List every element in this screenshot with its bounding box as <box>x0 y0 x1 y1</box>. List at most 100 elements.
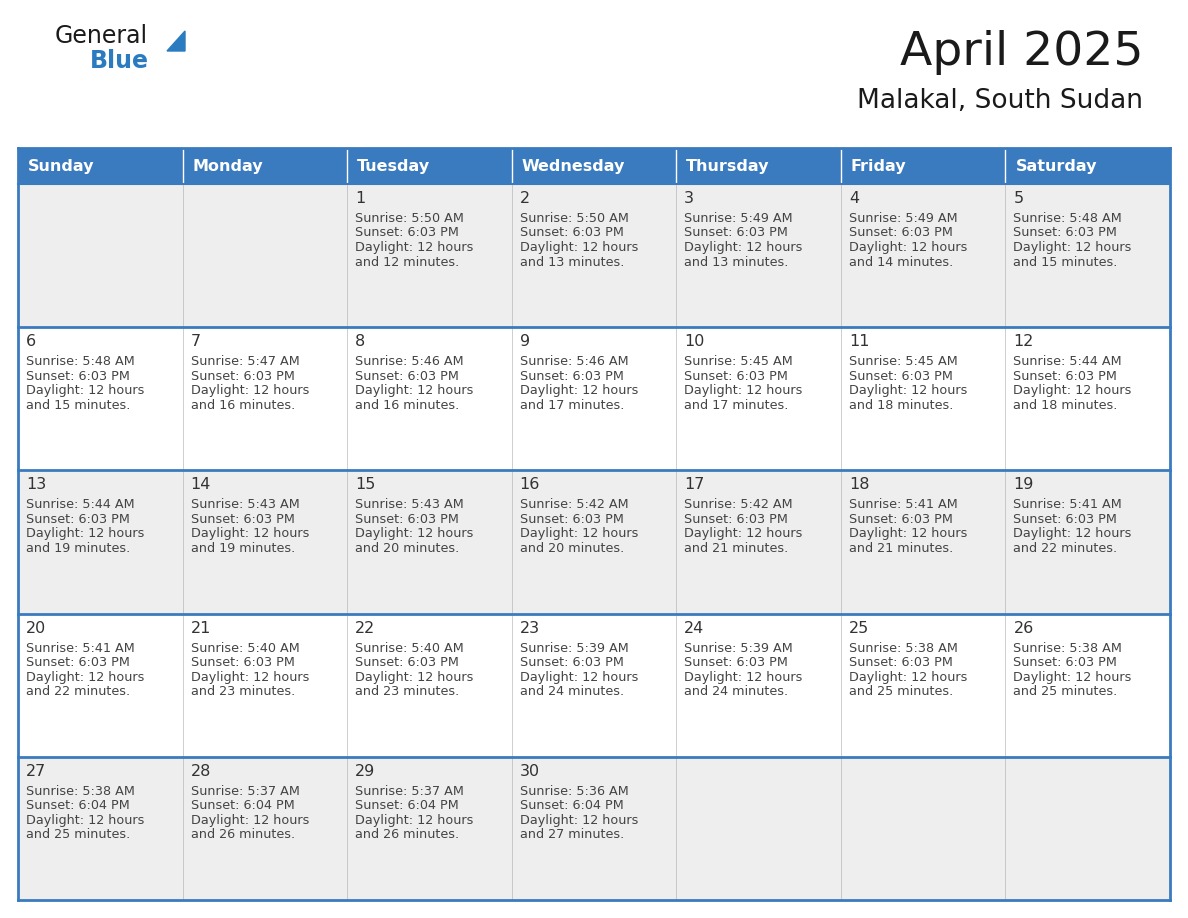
Text: Daylight: 12 hours: Daylight: 12 hours <box>519 241 638 254</box>
Bar <box>676 613 841 756</box>
Text: Daylight: 12 hours: Daylight: 12 hours <box>519 528 638 541</box>
Text: April 2025: April 2025 <box>899 30 1143 75</box>
Text: Friday: Friday <box>851 159 906 174</box>
Bar <box>1005 470 1170 613</box>
Text: 25: 25 <box>849 621 870 635</box>
Text: and 27 minutes.: and 27 minutes. <box>519 828 624 841</box>
Text: Sunrise: 5:38 AM: Sunrise: 5:38 AM <box>1013 642 1123 655</box>
Text: and 20 minutes.: and 20 minutes. <box>519 542 624 554</box>
Bar <box>18 756 183 900</box>
Text: 24: 24 <box>684 621 704 635</box>
Text: and 17 minutes.: and 17 minutes. <box>684 398 789 411</box>
Text: Daylight: 12 hours: Daylight: 12 hours <box>849 671 967 684</box>
Text: Daylight: 12 hours: Daylight: 12 hours <box>684 385 803 397</box>
Text: and 26 minutes.: and 26 minutes. <box>355 828 460 841</box>
Text: and 13 minutes.: and 13 minutes. <box>684 255 789 268</box>
Text: Sunrise: 5:42 AM: Sunrise: 5:42 AM <box>684 498 792 511</box>
Text: and 15 minutes.: and 15 minutes. <box>26 398 131 411</box>
Text: Daylight: 12 hours: Daylight: 12 hours <box>26 528 145 541</box>
Bar <box>841 613 1005 756</box>
Text: and 16 minutes.: and 16 minutes. <box>355 398 460 411</box>
Text: and 18 minutes.: and 18 minutes. <box>849 398 953 411</box>
Text: Sunset: 6:03 PM: Sunset: 6:03 PM <box>684 513 788 526</box>
Text: 3: 3 <box>684 191 694 206</box>
Text: Daylight: 12 hours: Daylight: 12 hours <box>684 528 803 541</box>
Text: 30: 30 <box>519 764 539 778</box>
Text: Sunrise: 5:46 AM: Sunrise: 5:46 AM <box>355 355 463 368</box>
Text: 2: 2 <box>519 191 530 206</box>
Bar <box>183 756 347 900</box>
Text: and 22 minutes.: and 22 minutes. <box>1013 542 1118 554</box>
Text: Daylight: 12 hours: Daylight: 12 hours <box>849 528 967 541</box>
Text: Wednesday: Wednesday <box>522 159 625 174</box>
Text: Sunset: 6:03 PM: Sunset: 6:03 PM <box>519 513 624 526</box>
Text: Sunset: 6:03 PM: Sunset: 6:03 PM <box>355 656 459 669</box>
Text: Sunset: 6:03 PM: Sunset: 6:03 PM <box>849 227 953 240</box>
Text: and 25 minutes.: and 25 minutes. <box>849 685 953 698</box>
Text: 27: 27 <box>26 764 46 778</box>
Text: Tuesday: Tuesday <box>358 159 430 174</box>
Bar <box>183 470 347 613</box>
Text: Sunset: 6:03 PM: Sunset: 6:03 PM <box>849 370 953 383</box>
Bar <box>1005 148 1170 184</box>
Bar <box>183 184 347 327</box>
Bar <box>1005 756 1170 900</box>
Bar <box>841 327 1005 470</box>
Text: Sunrise: 5:40 AM: Sunrise: 5:40 AM <box>355 642 463 655</box>
Text: Sunrise: 5:48 AM: Sunrise: 5:48 AM <box>1013 212 1123 225</box>
Text: Daylight: 12 hours: Daylight: 12 hours <box>190 528 309 541</box>
Text: Daylight: 12 hours: Daylight: 12 hours <box>519 385 638 397</box>
Text: and 24 minutes.: and 24 minutes. <box>519 685 624 698</box>
Text: 9: 9 <box>519 334 530 349</box>
Text: Sunset: 6:03 PM: Sunset: 6:03 PM <box>355 370 459 383</box>
Bar <box>1005 184 1170 327</box>
Bar <box>347 613 512 756</box>
Text: Sunrise: 5:40 AM: Sunrise: 5:40 AM <box>190 642 299 655</box>
Text: Blue: Blue <box>90 49 148 73</box>
Text: 20: 20 <box>26 621 46 635</box>
Text: and 23 minutes.: and 23 minutes. <box>355 685 460 698</box>
Text: Daylight: 12 hours: Daylight: 12 hours <box>684 671 803 684</box>
Bar <box>841 148 1005 184</box>
Text: and 19 minutes.: and 19 minutes. <box>190 542 295 554</box>
Text: Sunrise: 5:38 AM: Sunrise: 5:38 AM <box>26 785 135 798</box>
Text: Daylight: 12 hours: Daylight: 12 hours <box>190 385 309 397</box>
Text: 21: 21 <box>190 621 211 635</box>
Text: and 24 minutes.: and 24 minutes. <box>684 685 789 698</box>
Bar <box>676 327 841 470</box>
Polygon shape <box>168 31 185 51</box>
Text: Daylight: 12 hours: Daylight: 12 hours <box>355 813 474 827</box>
Text: 23: 23 <box>519 621 539 635</box>
Text: and 22 minutes.: and 22 minutes. <box>26 685 131 698</box>
Text: and 17 minutes.: and 17 minutes. <box>519 398 624 411</box>
Bar <box>841 756 1005 900</box>
Bar <box>676 470 841 613</box>
Text: Sunset: 6:03 PM: Sunset: 6:03 PM <box>519 227 624 240</box>
Text: Daylight: 12 hours: Daylight: 12 hours <box>26 671 145 684</box>
Text: Sunrise: 5:47 AM: Sunrise: 5:47 AM <box>190 355 299 368</box>
Bar <box>841 470 1005 613</box>
Text: Sunset: 6:04 PM: Sunset: 6:04 PM <box>355 800 459 812</box>
Text: and 18 minutes.: and 18 minutes. <box>1013 398 1118 411</box>
Text: 14: 14 <box>190 477 211 492</box>
Bar <box>347 470 512 613</box>
Bar <box>183 327 347 470</box>
Text: 1: 1 <box>355 191 366 206</box>
Text: Sunset: 6:03 PM: Sunset: 6:03 PM <box>1013 370 1117 383</box>
Text: Sunrise: 5:42 AM: Sunrise: 5:42 AM <box>519 498 628 511</box>
Bar <box>676 756 841 900</box>
Text: Daylight: 12 hours: Daylight: 12 hours <box>190 671 309 684</box>
Text: Sunset: 6:03 PM: Sunset: 6:03 PM <box>26 513 129 526</box>
Text: and 21 minutes.: and 21 minutes. <box>849 542 953 554</box>
Text: Thursday: Thursday <box>687 159 770 174</box>
Text: 17: 17 <box>684 477 704 492</box>
Text: Sunrise: 5:46 AM: Sunrise: 5:46 AM <box>519 355 628 368</box>
Text: Sunset: 6:04 PM: Sunset: 6:04 PM <box>519 800 624 812</box>
Text: Daylight: 12 hours: Daylight: 12 hours <box>849 241 967 254</box>
Text: Sunrise: 5:45 AM: Sunrise: 5:45 AM <box>849 355 958 368</box>
Bar <box>183 148 347 184</box>
Text: and 26 minutes.: and 26 minutes. <box>190 828 295 841</box>
Text: Sunrise: 5:49 AM: Sunrise: 5:49 AM <box>849 212 958 225</box>
Bar <box>676 148 841 184</box>
Text: and 20 minutes.: and 20 minutes. <box>355 542 460 554</box>
